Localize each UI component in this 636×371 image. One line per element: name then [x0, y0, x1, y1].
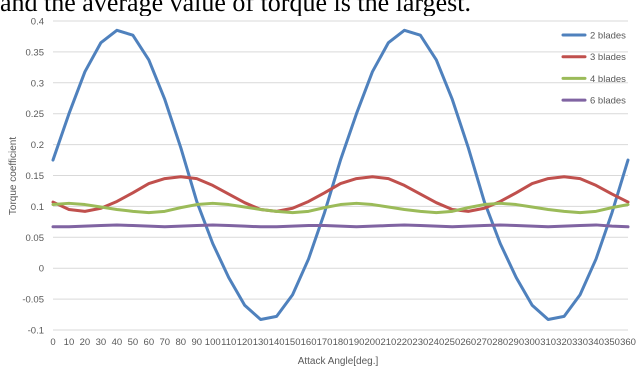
legend-label: 4 blades [590, 74, 626, 85]
y-tick-label: 0.1 [31, 202, 44, 213]
x-tick-label: 90 [191, 337, 202, 348]
y-tick-label: 0.15 [26, 171, 45, 182]
y-tick-label: 0.35 [26, 47, 45, 58]
legend-label: 3 blades [590, 52, 626, 63]
x-tick-label: 260 [460, 337, 476, 348]
x-tick-label: 310 [540, 337, 556, 348]
x-tick-label: 200 [365, 337, 381, 348]
y-tick-label: -0.1 [28, 326, 44, 337]
series-lines [51, 28, 630, 321]
y-axis-tick-labels: 0.4 0.35 0.3 0.25 0.2 0.15 0.1 0.05 0 -0.05 -0.1 [22, 17, 44, 337]
x-tick-label: 30 [96, 337, 107, 348]
x-axis-title: Attack Angle[deg.] [298, 356, 379, 367]
y-tick-label: 0.3 [31, 78, 44, 89]
x-tick-label: 150 [285, 337, 301, 348]
y-tick-label: 0 [39, 264, 44, 275]
x-tick-label: 50 [128, 337, 139, 348]
x-tick-label: 280 [492, 337, 508, 348]
x-tick-label: 0 [50, 337, 55, 348]
x-tick-label: 110 [221, 337, 236, 348]
x-tick-label: 180 [333, 337, 349, 348]
x-tick-label: 130 [253, 337, 269, 348]
x-tick-label: 160 [301, 337, 317, 348]
x-tick-label: 300 [524, 337, 540, 348]
x-tick-label: 120 [237, 337, 253, 348]
x-tick-label: 220 [396, 337, 412, 348]
x-tick-label: 250 [444, 337, 460, 348]
x-tick-label: 70 [160, 337, 171, 348]
x-tick-label: 230 [412, 337, 428, 348]
figure-caption-fragment: and the average value of torque is the l… [0, 0, 471, 16]
x-tick-label: 140 [269, 337, 285, 348]
y-tick-label: 0.05 [26, 233, 45, 244]
x-tick-label: 10 [64, 337, 75, 348]
gridlines [53, 20, 628, 331]
x-axis-tick-labels: 0 10 20 30 40 50 60 70 80 90 100 110 120 130 140 150 160… [50, 337, 636, 348]
x-tick-label: 170 [317, 337, 333, 348]
y-tick-label: 0.4 [31, 17, 44, 28]
y-axis-title: Torque coefficient [8, 137, 19, 215]
series-line-2-blades [51, 28, 630, 321]
y-tick-label: 0.25 [26, 109, 45, 120]
x-tick-label: 40 [112, 337, 123, 348]
y-tick-label: -0.05 [22, 295, 44, 306]
x-tick-label: 350 [604, 337, 620, 348]
x-tick-label: 320 [556, 337, 572, 348]
legend-label: 2 blades [590, 31, 626, 42]
x-tick-label: 80 [175, 337, 186, 348]
x-tick-label: 190 [349, 337, 365, 348]
series-line-6-blades [51, 223, 630, 229]
x-tick-label: 60 [144, 337, 155, 348]
x-tick-label: 20 [80, 337, 91, 348]
series-line-3-blades [51, 175, 630, 213]
legend: 2 blades 3 blades 4 blades 6 blades [561, 31, 626, 107]
x-tick-label: 210 [380, 337, 396, 348]
x-tick-label: 330 [572, 337, 588, 348]
legend-label: 6 blades [590, 96, 626, 107]
x-tick-label: 270 [476, 337, 492, 348]
x-tick-label: 290 [508, 337, 524, 348]
x-tick-label: 240 [428, 337, 444, 348]
y-tick-label: 0.2 [31, 140, 44, 151]
x-tick-label: 340 [588, 337, 604, 348]
x-tick-label: 100 [205, 337, 221, 348]
series-line-4-blades [51, 201, 630, 215]
x-tick-label: 360 [620, 337, 636, 348]
